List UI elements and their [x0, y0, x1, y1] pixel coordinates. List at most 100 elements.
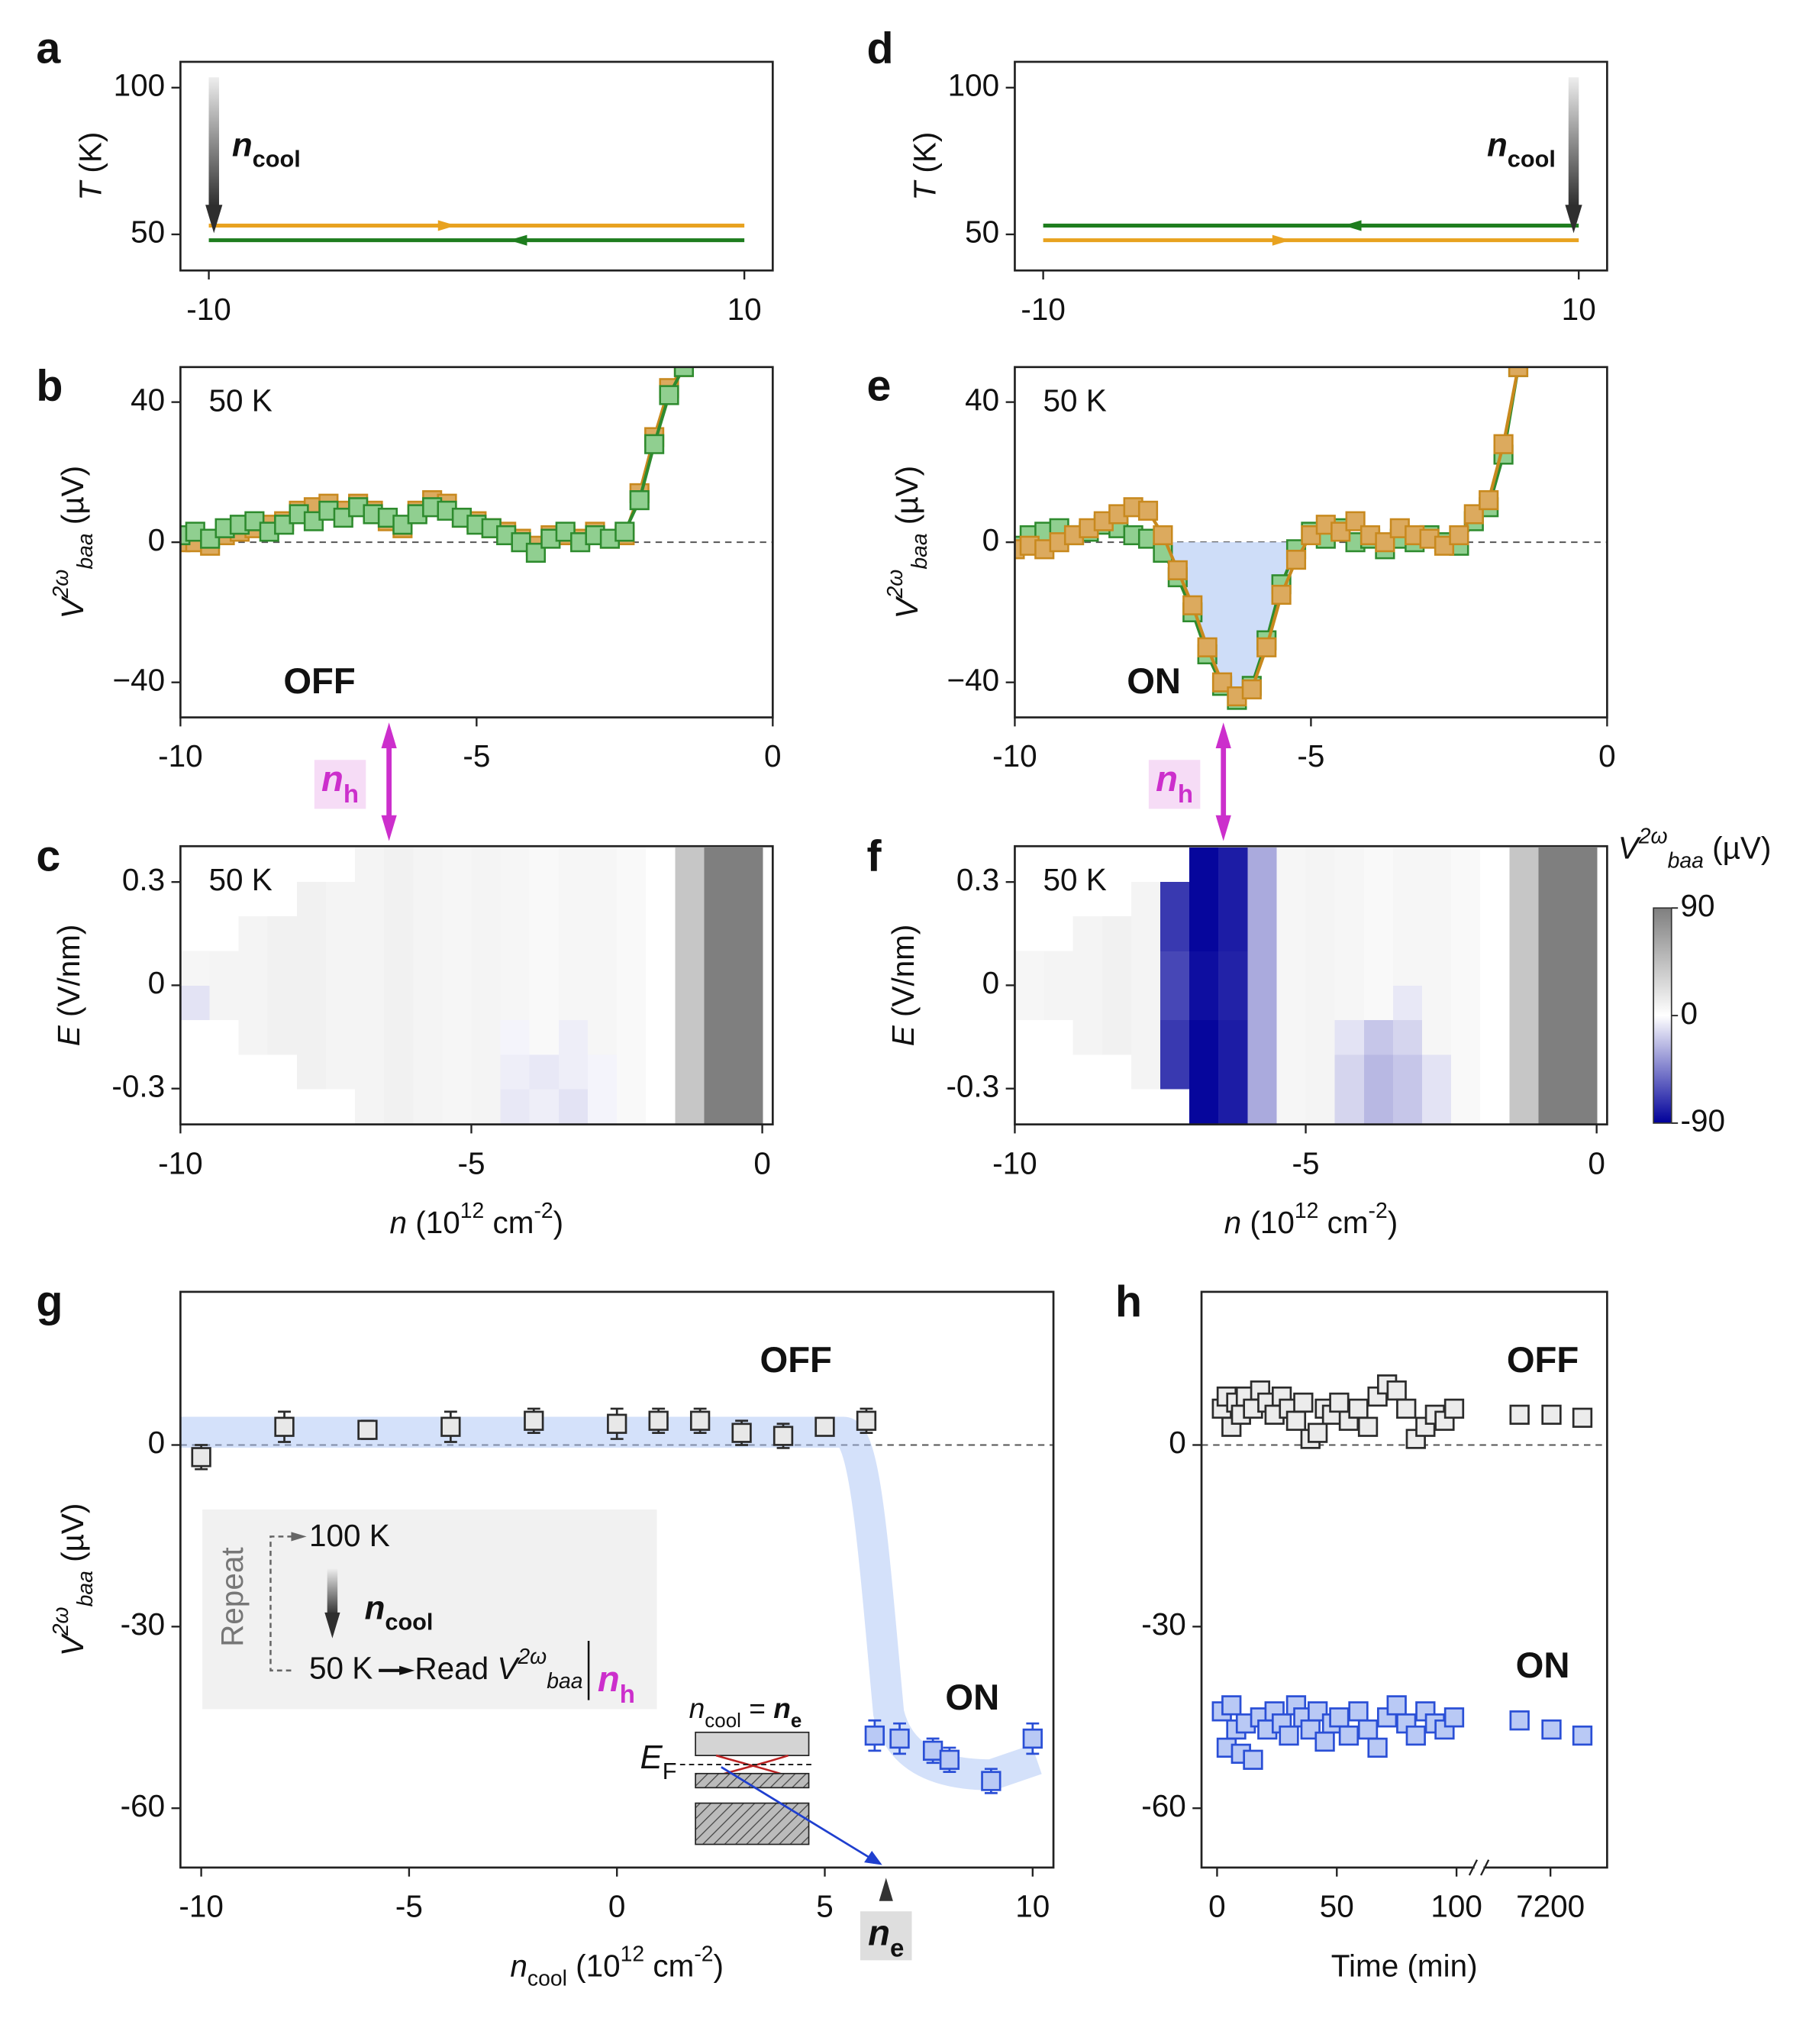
- heatmap-cell: [355, 985, 385, 1021]
- heatmap-cell: [296, 985, 327, 1021]
- heatmap-cell: [238, 985, 269, 1021]
- colorbar-label: V2ωbaa (µV): [1618, 825, 1772, 873]
- arrowhead: [291, 1532, 307, 1542]
- axis-break: [1468, 1859, 1490, 1876]
- text-part: cm: [1318, 1205, 1368, 1240]
- heatmap-cell: [1451, 916, 1481, 952]
- heatmap-cell: [1276, 882, 1307, 917]
- heatmap-cell: [384, 882, 414, 917]
- marker: [333, 507, 353, 528]
- marker: [555, 521, 576, 542]
- text-part: n: [868, 1913, 890, 1954]
- marker: [614, 521, 635, 542]
- heatmap-cell: [384, 916, 414, 952]
- marker: [1182, 595, 1203, 615]
- y-tick-label: −40: [947, 662, 1000, 697]
- heatmap-cell: [675, 882, 705, 917]
- heatmap-cell: [1101, 985, 1132, 1021]
- marker: [1285, 550, 1307, 570]
- text-part: 12: [460, 1200, 485, 1224]
- text-part: h: [344, 780, 359, 809]
- marker: [673, 366, 694, 377]
- heatmap-cell: [558, 848, 589, 883]
- heatmap-cell: [413, 848, 443, 883]
- text-part: V: [889, 595, 924, 618]
- heatmap-cell: [1509, 848, 1540, 883]
- heatmap-cell: [1480, 1088, 1511, 1124]
- heatmap-cell: [1421, 848, 1452, 883]
- heatmap-cell: [733, 1054, 763, 1090]
- x-tick-label: 0: [1208, 1889, 1226, 1924]
- y-axis-label: E (V/nm): [885, 925, 921, 1047]
- x-tick-label: -10: [158, 1145, 203, 1180]
- y-tick-label: 0: [148, 1425, 166, 1460]
- heatmap-cell: [471, 848, 502, 883]
- text-part: 2ω: [517, 1645, 547, 1669]
- marker: [889, 1728, 910, 1749]
- heatmap-cell: [733, 1088, 763, 1124]
- heatmap-cell: [558, 985, 589, 1021]
- y-tick-label: -30: [121, 1606, 165, 1642]
- heatmap-cell: [1451, 848, 1481, 883]
- arrowhead: [324, 1612, 340, 1639]
- heatmap-cell: [1363, 985, 1394, 1021]
- marker: [1443, 1398, 1465, 1419]
- heatmap-cell: [1218, 916, 1249, 952]
- heatmap-cell: [1101, 916, 1132, 952]
- x-tick-label: 0: [1598, 738, 1616, 773]
- heatmap-cell: [1160, 882, 1190, 917]
- heatmap-cell: [1363, 916, 1394, 952]
- heatmap-cell: [1538, 848, 1569, 883]
- heatmap-cell: [267, 951, 298, 986]
- text-part: cm: [644, 1948, 694, 1983]
- marker: [1572, 1407, 1593, 1428]
- heatmap-cell: [442, 882, 473, 917]
- panel-letter: a: [36, 24, 61, 73]
- heatmap-cell: [384, 1054, 414, 1090]
- y-axis-label: V2ωbaa (µV): [884, 466, 933, 619]
- heatmap-cell: [1131, 882, 1161, 917]
- panel-letter: h: [1115, 1277, 1142, 1326]
- heatmap-cell: [1538, 1088, 1569, 1124]
- marker: [1509, 1404, 1530, 1425]
- marker: [1449, 525, 1469, 546]
- heatmap-cell: [1131, 1054, 1161, 1090]
- arrowhead: [381, 815, 397, 841]
- y-tick-label: 100: [114, 67, 166, 102]
- heatmap-cell: [1392, 985, 1423, 1021]
- text-part: =: [741, 1692, 773, 1724]
- marker: [1508, 366, 1529, 377]
- heatmap-cell: [1305, 1088, 1336, 1124]
- text-part: cool: [1508, 145, 1556, 172]
- marker: [392, 515, 413, 535]
- heatmap-cell: [1363, 1019, 1394, 1055]
- heatmap-cell: [1451, 985, 1481, 1021]
- heatmap-cell: [1334, 882, 1365, 917]
- heatmap-cell: [617, 985, 647, 1021]
- y-tick-label: 0: [982, 965, 1000, 1000]
- axes-frame: [1014, 60, 1608, 272]
- heatmap-cell: [1218, 848, 1249, 883]
- text-part: -2: [534, 1200, 553, 1224]
- heatmap-cell: [1131, 951, 1161, 986]
- heatmap-cell: [1276, 985, 1307, 1021]
- heatmap-cell: [442, 916, 473, 952]
- heatmap-cell: [1538, 916, 1569, 952]
- x-tick-label: 7200: [1516, 1889, 1585, 1924]
- heatmap-cell: [471, 882, 502, 917]
- marker: [274, 515, 295, 535]
- heatmap-cell: [442, 951, 473, 986]
- text-part: n: [510, 1948, 527, 1983]
- marker: [659, 385, 679, 405]
- text-part: baa: [1668, 849, 1704, 873]
- heatmap-cell: [1334, 1019, 1365, 1055]
- arrowhead: [1343, 220, 1362, 231]
- heatmap-cell: [704, 951, 734, 986]
- marker: [689, 1410, 711, 1431]
- text-part: n: [598, 1659, 620, 1700]
- marker: [1243, 1749, 1263, 1770]
- t-high-label: 100 K: [309, 1518, 390, 1553]
- text-part: -2: [694, 1942, 713, 1967]
- arrowhead: [508, 234, 527, 246]
- y-axis-label: E (V/nm): [51, 925, 86, 1047]
